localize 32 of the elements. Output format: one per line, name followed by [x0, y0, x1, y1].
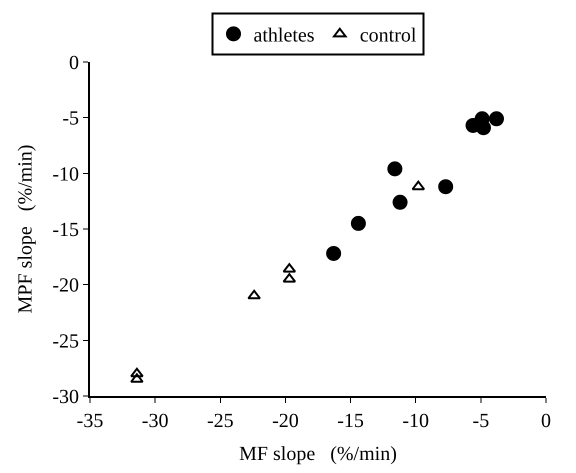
y-tick-label: -5 — [62, 108, 79, 130]
point — [282, 273, 296, 283]
point — [438, 179, 454, 194]
y-tick-label: -15 — [52, 219, 79, 241]
x-tick-label: -15 — [337, 410, 364, 432]
x-tick-label: -20 — [272, 410, 299, 432]
y-tick-label: -20 — [52, 274, 79, 297]
point — [130, 373, 144, 383]
point — [350, 216, 366, 231]
x-tick-label: -10 — [402, 410, 430, 432]
y-axis-title: MPF slope (%/min) — [14, 144, 36, 314]
point — [282, 263, 296, 273]
x-tick-label: -25 — [206, 410, 234, 432]
legend-label: athletes — [254, 24, 315, 47]
point — [130, 368, 144, 378]
x-tick-label: -5 — [472, 410, 490, 432]
y-tick-label: 0 — [69, 52, 79, 74]
point — [392, 194, 408, 210]
x-tick-label: -30 — [142, 410, 168, 432]
point — [247, 290, 261, 300]
point — [476, 120, 491, 136]
point — [488, 111, 504, 126]
y-tick-label: -25 — [52, 330, 79, 352]
y-tick-label: -10 — [52, 163, 79, 186]
x-tick-label: 0 — [541, 410, 551, 432]
point — [412, 180, 426, 190]
y-tick-label: -30 — [52, 386, 79, 408]
x-axis-title: MF slope (%/min) — [239, 443, 397, 465]
x-tick-label: -35 — [76, 410, 104, 432]
point — [326, 246, 342, 261]
legend-label: control — [360, 24, 417, 47]
point — [387, 161, 402, 176]
